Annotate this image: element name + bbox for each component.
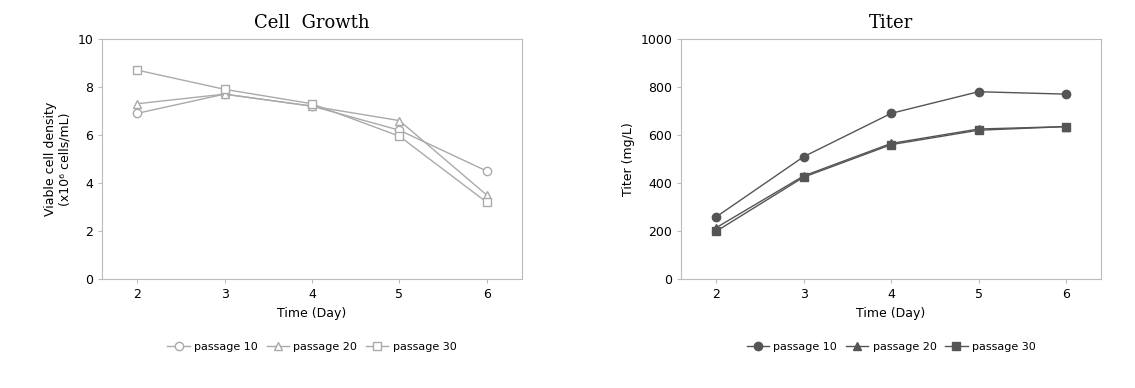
Y-axis label: Titer (mg/L): Titer (mg/L) <box>622 122 634 196</box>
Legend: passage 10, passage 20, passage 30: passage 10, passage 20, passage 30 <box>163 338 461 357</box>
X-axis label: Time (Day): Time (Day) <box>277 307 346 320</box>
Y-axis label: Viable cell density
(x10⁶ cells/mL): Viable cell density (x10⁶ cells/mL) <box>43 102 72 216</box>
X-axis label: Time (Day): Time (Day) <box>857 307 926 320</box>
Title: Cell  Growth: Cell Growth <box>254 14 370 32</box>
Legend: passage 10, passage 20, passage 30: passage 10, passage 20, passage 30 <box>742 338 1040 357</box>
Title: Titer: Titer <box>869 14 914 32</box>
